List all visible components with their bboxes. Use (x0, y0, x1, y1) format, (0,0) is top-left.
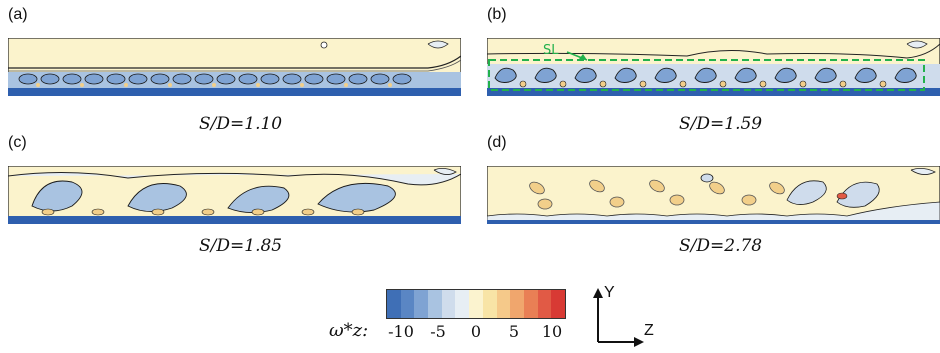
caption-b: S/D=1.59 (679, 114, 763, 134)
shear-layer-label: SL (543, 43, 559, 58)
vorticity-panel-b: SL (487, 38, 940, 96)
colorbar-swatch (482, 290, 497, 318)
axes-indicator: Y Z (574, 284, 654, 348)
panel-c-label: (c) (8, 134, 27, 151)
colorbar-swatch (469, 290, 483, 318)
caption-c: S/D=1.85 (199, 236, 283, 256)
colorbar-swatch (387, 290, 401, 318)
vorticity-colorbar (386, 289, 566, 319)
colorbar-swatch (537, 290, 552, 318)
axis-y-label: Y (604, 284, 615, 301)
colorbar-swatch (414, 290, 429, 318)
vorticity-field-c (8, 166, 461, 224)
vorticity-field-d (487, 166, 940, 224)
colorbar-swatch (510, 290, 524, 318)
axis-z-label: Z (644, 322, 654, 339)
caption-d: S/D=2.78 (679, 236, 763, 256)
axes-arrows-icon (593, 288, 644, 347)
colorbar-tick: 5 (508, 322, 520, 341)
colorbar-swatch (441, 290, 456, 318)
colorbar-swatch (523, 290, 538, 318)
vorticity-panel-a (8, 38, 461, 96)
vorticity-field-b: SL (487, 38, 940, 96)
vorticity-panel-c (8, 166, 461, 224)
colorbar-swatch (496, 290, 511, 318)
colorbar-tick: -10 (388, 322, 414, 341)
vorticity-panel-d (487, 166, 940, 224)
colorbar-swatch (455, 290, 470, 318)
vorticity-field-a (8, 38, 461, 96)
colorbar-tick: 0 (470, 322, 482, 341)
colorbar-tick: -5 (430, 322, 446, 341)
colorbar-swatch (400, 290, 415, 318)
panel-d-label: (d) (487, 134, 507, 151)
caption-a: S/D=1.10 (199, 114, 283, 134)
colorbar-swatch (551, 290, 565, 318)
panel-b-label: (b) (487, 6, 507, 23)
colorbar-swatch (428, 290, 442, 318)
highlight-box (488, 59, 925, 91)
colorbar-title: ω*z: (329, 320, 369, 341)
panel-a-label: (a) (8, 6, 28, 23)
colorbar-tick: 10 (541, 322, 563, 341)
